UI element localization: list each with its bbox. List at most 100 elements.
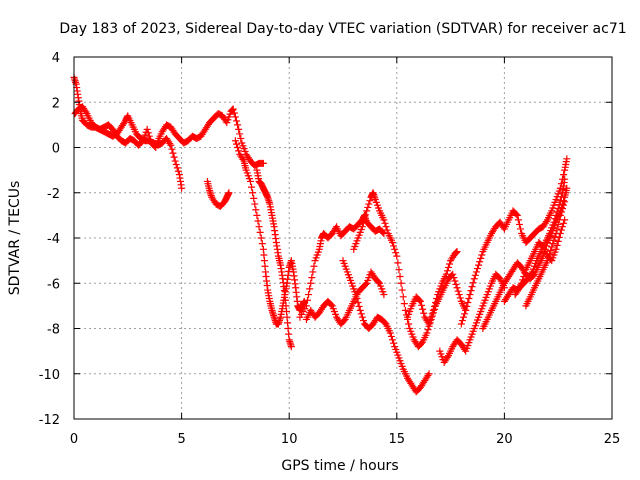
data-point-marker — [418, 301, 426, 309]
data-point-marker — [231, 137, 239, 145]
data-series — [71, 103, 160, 151]
data-point-marker — [380, 291, 388, 299]
data-point-marker — [463, 302, 471, 310]
data-point-marker — [474, 265, 481, 273]
data-point-marker — [517, 225, 525, 233]
y-tick-label: -2 — [47, 187, 60, 202]
data-point-marker — [231, 113, 239, 121]
data-point-marker — [305, 291, 313, 299]
data-point-marker — [327, 301, 335, 309]
data-point-marker — [515, 220, 523, 228]
data-point-marker — [478, 251, 486, 259]
data-point-marker — [82, 108, 90, 116]
data-point-marker — [255, 223, 263, 231]
data-point-marker — [355, 302, 363, 310]
data-point-marker — [400, 300, 408, 308]
y-tick-label: -6 — [47, 277, 60, 292]
data-point-marker — [152, 144, 160, 151]
data-point-marker — [424, 326, 432, 334]
data-point-marker — [563, 155, 571, 163]
data-point-marker — [235, 125, 243, 133]
data-point-marker — [453, 284, 461, 292]
data-point-marker — [556, 197, 564, 205]
data-point-marker — [449, 270, 457, 278]
data-point-marker — [557, 226, 565, 234]
data-series — [154, 105, 267, 170]
data-point-marker — [354, 298, 362, 306]
data-point-marker — [309, 268, 317, 276]
data-point-marker — [170, 153, 178, 161]
data-point-marker — [464, 298, 472, 306]
data-point-marker — [446, 260, 454, 268]
data-point-marker — [527, 270, 535, 278]
data-series — [404, 248, 461, 328]
data-point-marker — [554, 220, 562, 228]
data-point-marker — [423, 329, 431, 337]
data-point-marker — [239, 155, 247, 163]
data-point-marker — [466, 291, 474, 299]
data-series — [231, 137, 308, 328]
data-point-marker — [547, 246, 555, 254]
data-point-marker — [359, 219, 367, 227]
data-point-marker — [364, 203, 372, 211]
data-point-marker — [455, 291, 463, 299]
data-point-marker — [307, 279, 315, 287]
data-point-marker — [361, 215, 369, 223]
data-point-marker — [561, 198, 569, 206]
data-point-marker — [253, 211, 261, 219]
data-point-marker — [542, 218, 550, 226]
data-point-marker — [560, 219, 568, 227]
data-points — [70, 73, 571, 396]
data-point-marker — [476, 258, 484, 266]
data-point-marker — [430, 302, 438, 310]
data-series — [457, 155, 571, 328]
data-point-marker — [470, 275, 478, 283]
data-point-marker — [553, 241, 561, 249]
data-series — [70, 73, 186, 192]
data-point-marker — [462, 306, 470, 314]
data-series — [500, 216, 569, 305]
data-point-marker — [392, 249, 400, 257]
data-point-marker — [469, 279, 477, 287]
data-point-marker — [353, 295, 361, 303]
data-point-marker — [256, 228, 264, 236]
data-point-marker — [549, 240, 557, 248]
data-point-marker — [145, 132, 153, 140]
data-point-marker — [259, 159, 267, 167]
data-point-marker — [456, 294, 464, 302]
data-point-marker — [399, 293, 407, 301]
data-point-marker — [513, 211, 521, 219]
x-tick-label: 15 — [389, 432, 406, 447]
data-point-marker — [166, 140, 174, 148]
data-point-marker — [401, 306, 409, 314]
data-point-marker — [557, 193, 565, 201]
data-point-marker — [467, 287, 475, 295]
data-point-marker — [512, 210, 520, 218]
data-point-marker — [382, 223, 390, 231]
data-point-marker — [397, 279, 405, 287]
grid-lines — [74, 57, 612, 419]
data-point-marker — [171, 157, 179, 165]
data-point-marker — [254, 217, 262, 225]
data-point-marker — [475, 261, 483, 269]
data-point-marker — [379, 228, 387, 236]
data-point-marker — [234, 144, 242, 151]
data-point-marker — [383, 226, 391, 234]
data-point-marker — [425, 320, 433, 328]
data-point-marker — [419, 305, 427, 313]
data-point-marker — [363, 207, 371, 215]
y-tick-label: -12 — [39, 413, 60, 428]
data-point-marker — [457, 320, 465, 328]
data-point-marker — [388, 239, 396, 247]
data-point-marker — [453, 248, 461, 256]
data-point-marker — [380, 216, 388, 224]
data-point-marker — [442, 270, 450, 278]
x-tick-labels: 0 5 10 15 20 25 — [70, 432, 620, 447]
data-point-marker — [416, 297, 424, 305]
data-point-marker — [246, 177, 254, 185]
data-point-marker — [173, 164, 181, 172]
data-point-marker — [234, 121, 242, 129]
data-point-marker — [151, 142, 159, 150]
data-point-marker — [143, 125, 151, 133]
